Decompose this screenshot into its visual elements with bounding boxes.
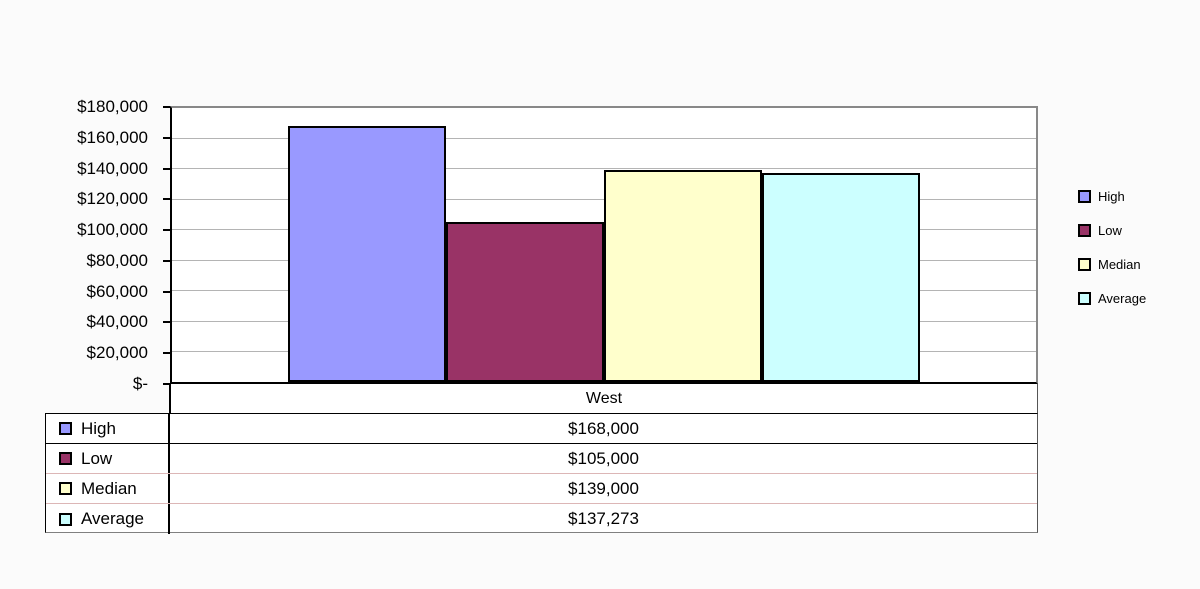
plot-area [170,106,1038,384]
y-axis-tick-label: $20,000 [86,343,148,363]
y-axis-tick-label: $40,000 [86,312,148,332]
table-row-header: Average [46,504,170,534]
legend-key-icon [1078,223,1091,237]
legend-item-label: Low [1098,222,1122,238]
x-axis-row: West [169,384,1038,413]
y-axis-tick-mark [163,352,170,355]
y-axis-tick-label: $80,000 [86,250,148,270]
bar-average[interactable] [762,173,920,382]
y-axis-tick-label: $180,000 [77,97,148,116]
table-row-average: Average $137,273 [46,504,1037,534]
bar-median[interactable] [604,170,762,382]
table-value-median: $139,000 [568,478,639,498]
y-axis-tick-label: $120,000 [77,189,148,209]
y-axis-tick-label: $100,000 [77,220,148,240]
y-axis-tick-mark [163,167,170,170]
table-row-high: High $168,000 [46,414,1037,444]
legend-item-low[interactable]: Low [1078,213,1146,247]
legend-item-label: High [1098,188,1125,204]
table-value-low: $105,000 [568,448,639,468]
gridline [172,168,1036,170]
table-row-median: Median $139,000 [46,474,1037,504]
legend-item-high[interactable]: High [1078,179,1146,213]
legend-item-median[interactable]: Median [1078,247,1146,281]
y-axis-tick-label: $60,000 [86,281,148,301]
series-name-label: Average [81,509,145,528]
y-axis-tick-mark [163,198,170,201]
table-row-low: Low $105,000 [46,444,1037,474]
y-axis-tick-label: $140,000 [77,158,148,178]
y-axis-tick-mark [163,290,170,293]
y-axis-tick-mark [163,383,170,385]
table-value-average: $137,273 [568,509,639,528]
legend-item-average[interactable]: Average [1078,281,1146,315]
gridline [172,137,1036,139]
table-row-header: Low [46,444,170,473]
bar-low[interactable] [446,222,604,382]
table-row-header: High [46,414,170,443]
legend-key-icon [1078,189,1091,203]
bar-high[interactable] [288,126,446,382]
legend-item-label: Median [1098,256,1141,272]
table-row-header: Median [46,474,170,503]
series-name-label: High [81,418,116,438]
series-key-icon [59,512,72,526]
y-axis-tick-mark [163,136,170,139]
y-axis-tick-label: $160,000 [77,127,148,147]
series-key-icon [59,422,72,435]
y-axis-tick-label: $- [132,374,148,393]
legend-item-label: Average [1098,290,1147,306]
series-name-label: Low [81,448,113,468]
table-value-high: $168,000 [568,418,639,438]
y-axis-tick-mark [163,106,170,108]
y-axis-tick-mark [163,321,170,324]
series-key-icon [59,482,72,495]
x-axis-category-label: West [585,389,623,407]
data-table: High $168,000 Low $105,000 Median $139,000 Ave… [45,413,1038,534]
y-axis-tick-mark [163,229,170,232]
y-axis-tick-mark [163,259,170,262]
series-key-icon [59,452,72,465]
series-name-label: Median [81,478,137,498]
legend-key-icon [1078,291,1091,305]
legend: High Low Median Average [1078,179,1146,315]
legend-key-icon [1078,257,1091,271]
